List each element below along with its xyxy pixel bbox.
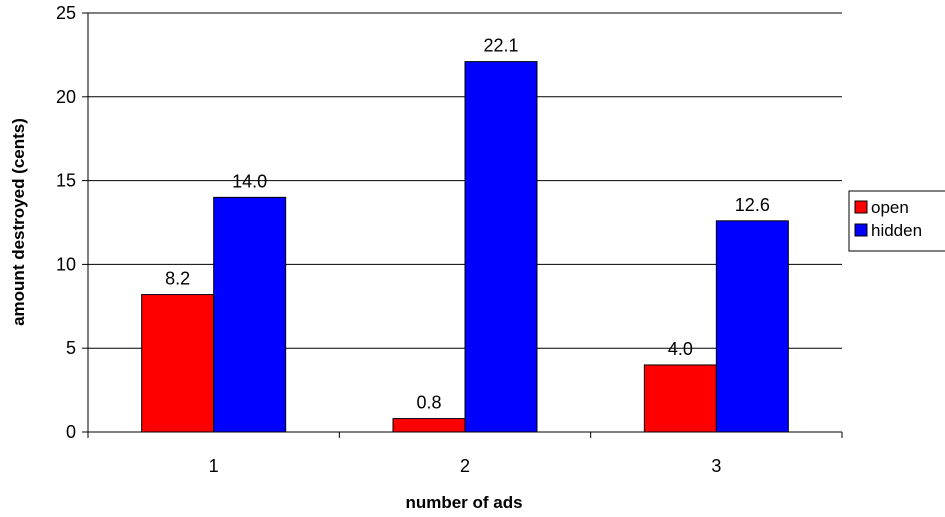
bar-hidden-2	[464, 61, 538, 433]
x-tick-label: 3	[711, 456, 721, 476]
bar-open-1	[141, 294, 215, 433]
legend: open hidden	[848, 190, 945, 252]
x-tick-label: 2	[460, 456, 470, 476]
y-tick-label: 20	[56, 87, 76, 107]
data-label-hidden-3: 12.6	[735, 195, 770, 215]
bars	[141, 61, 789, 433]
data-label-open-2: 0.8	[416, 393, 441, 413]
data-label-hidden-2: 22.1	[483, 36, 518, 56]
legend-label-open: open	[871, 198, 909, 217]
data-labels: 8.2 14.0 0.8 22.1 4.0 12.6	[165, 36, 770, 413]
axes: 0 5 10 15 20 25 1 2 3	[56, 3, 843, 476]
bar-hidden-1	[213, 196, 287, 433]
y-tick-label: 10	[56, 254, 76, 274]
y-tick-label: 25	[56, 3, 76, 23]
legend-swatch-open	[854, 200, 868, 214]
y-tick-label: 15	[56, 171, 76, 191]
data-label-open-3: 4.0	[668, 339, 693, 359]
data-label-open-1: 8.2	[165, 269, 190, 289]
x-tick-label: 1	[209, 456, 219, 476]
legend-swatch-hidden	[854, 223, 868, 237]
x-axis-title: number of ads	[405, 493, 522, 512]
legend-label-hidden: hidden	[871, 221, 922, 240]
y-tick-label: 5	[66, 338, 76, 358]
bar-open-2	[392, 418, 466, 433]
bar-open-3	[643, 364, 717, 433]
y-axis-title: amount destroyed (cents)	[9, 118, 28, 326]
data-label-hidden-1: 14.0	[232, 171, 267, 191]
y-tick-label: 0	[66, 422, 76, 442]
bar-hidden-3	[715, 220, 789, 433]
